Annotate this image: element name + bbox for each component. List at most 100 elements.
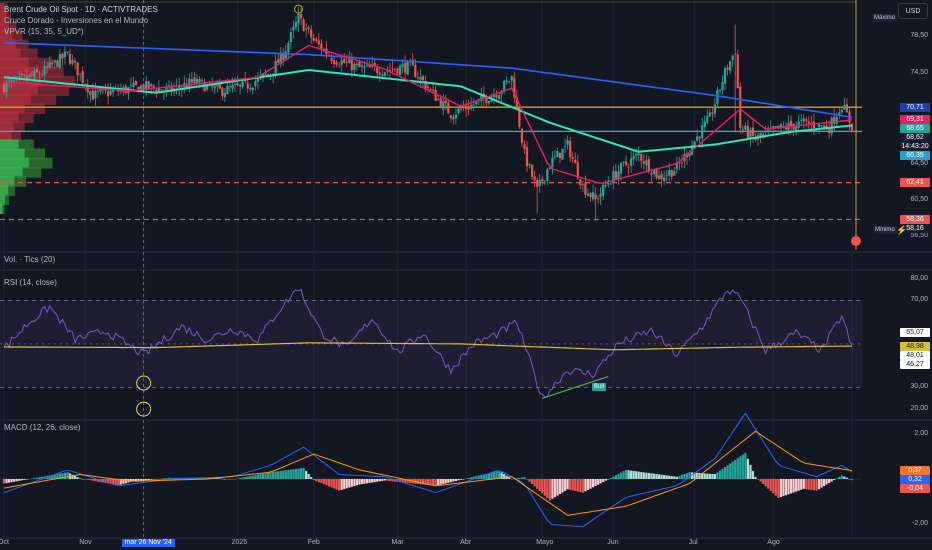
macd-hist-bar [307, 473, 310, 479]
macd-hist-bar [802, 479, 805, 489]
rsi-badge: 46,27 [900, 359, 930, 369]
macd-badge: 0,32 [900, 475, 930, 485]
candle-body [584, 182, 587, 195]
volume-pane-label[interactable]: Vol. · Tics (20) [4, 255, 56, 264]
macd-hist-bar [457, 479, 460, 481]
candle-body [76, 62, 79, 76]
candle-body [779, 124, 783, 129]
macd-hist-bar [104, 479, 107, 483]
macd-hist-bar [558, 479, 562, 495]
macd-hist-bar [845, 477, 849, 479]
currency-button[interactable]: USD [898, 3, 928, 19]
macd-hist-bar [38, 477, 41, 479]
lightning-icon[interactable]: ⚡ [896, 225, 908, 235]
candle-body [546, 169, 549, 181]
rsi-pane-label[interactable]: RSI (14, close) [4, 278, 57, 287]
candle-body [812, 121, 816, 128]
candle-body [467, 107, 470, 110]
macd-hist-bar [807, 479, 810, 490]
candle-body [132, 82, 135, 87]
macd-hist-bar [701, 473, 704, 479]
macd-pane-label[interactable]: MACD (12, 26, close) [4, 423, 81, 432]
macd-hist-bar [604, 479, 607, 481]
macd-hist-bar [416, 479, 419, 484]
macd-hist-bar [462, 479, 465, 480]
macd-hist-bar [556, 479, 559, 496]
macd-hist-bar [58, 473, 61, 479]
macd-hist-bar [71, 474, 74, 479]
candle-body [736, 54, 739, 89]
candle-body [396, 68, 399, 74]
macd-hist-bar [470, 477, 473, 479]
candle-body [647, 159, 650, 172]
candle-body [604, 184, 607, 187]
macd-hist-bar [657, 474, 661, 479]
candle-body [744, 125, 747, 130]
candle-body [393, 68, 397, 70]
vpvr-label[interactable]: VPVR (15, 35, 5_UD*) [4, 27, 84, 36]
macd-hist-bar [51, 474, 54, 479]
macd-hist-bar [360, 479, 364, 485]
macd-hist-bar [66, 472, 69, 479]
candle-body [200, 80, 204, 81]
candle-body [472, 104, 475, 106]
candle-body [94, 90, 97, 99]
macd-hist-bar [609, 477, 612, 479]
macd-hist-bar [520, 477, 524, 479]
macd-hist-bar [678, 475, 681, 479]
price-badge: 66,35 [900, 151, 930, 161]
macd-hist-bar [117, 479, 120, 486]
candle-body [663, 177, 666, 182]
candle-body [388, 69, 392, 71]
time-axis-tick: Nov [79, 539, 92, 546]
macd-hist-bar [774, 479, 777, 496]
candle-body [650, 173, 653, 175]
time-axis-tick: Feb [307, 539, 320, 546]
macd-hist-bar [459, 479, 463, 480]
macd-hist-bar [137, 479, 140, 482]
macd-hist-bar [228, 479, 232, 480]
candle-body [170, 85, 173, 92]
macd-hist-bar [365, 479, 369, 484]
macd-hist-bar [490, 472, 493, 479]
time-axis-tick: Jul [688, 539, 698, 546]
macd-hist-bar [784, 479, 788, 496]
macd-hist-bar [274, 471, 277, 479]
candle-body [586, 193, 590, 196]
candle-body [698, 136, 701, 139]
candle-body [305, 28, 308, 30]
macd-hist-bar [165, 478, 168, 479]
vpvr-bar-inner [0, 30, 13, 42]
flag-event-icon[interactable] [851, 236, 861, 246]
candle-body [449, 115, 452, 119]
macd-hist-bar [424, 479, 427, 485]
macd-hist-bar [437, 479, 440, 486]
macd-hist-bar [134, 479, 138, 482]
macd-hist-bar [2, 479, 6, 484]
macd-hist-bar [350, 479, 353, 487]
candle-body [652, 170, 656, 174]
macd-hist-bar [73, 475, 77, 479]
macd-hist-bar [640, 471, 643, 479]
candle-body [746, 125, 750, 138]
macd-hist-bar [576, 479, 579, 492]
macd-hist-bar [454, 479, 458, 481]
macd-hist-bar [439, 479, 442, 485]
macd-hist-bar [833, 479, 836, 480]
macd-hist-bar [800, 479, 803, 490]
price-axis-tick: 78,50 [910, 32, 928, 40]
time-axis-tick: Jun [607, 539, 619, 546]
macd-hist-bar [239, 478, 242, 479]
macd-hist-bar [729, 463, 732, 479]
macd-hist-bar [510, 479, 513, 480]
macd-hist-bar [203, 477, 206, 479]
candle-body [480, 95, 483, 101]
macd-hist-bar [612, 476, 615, 479]
macd-hist-bar [221, 478, 224, 480]
candle-body [645, 160, 648, 166]
macd-hist-bar [591, 479, 595, 488]
candle-body [594, 194, 597, 199]
macd-hist-bar [721, 468, 724, 479]
price-badge: 69,31 [900, 115, 930, 125]
